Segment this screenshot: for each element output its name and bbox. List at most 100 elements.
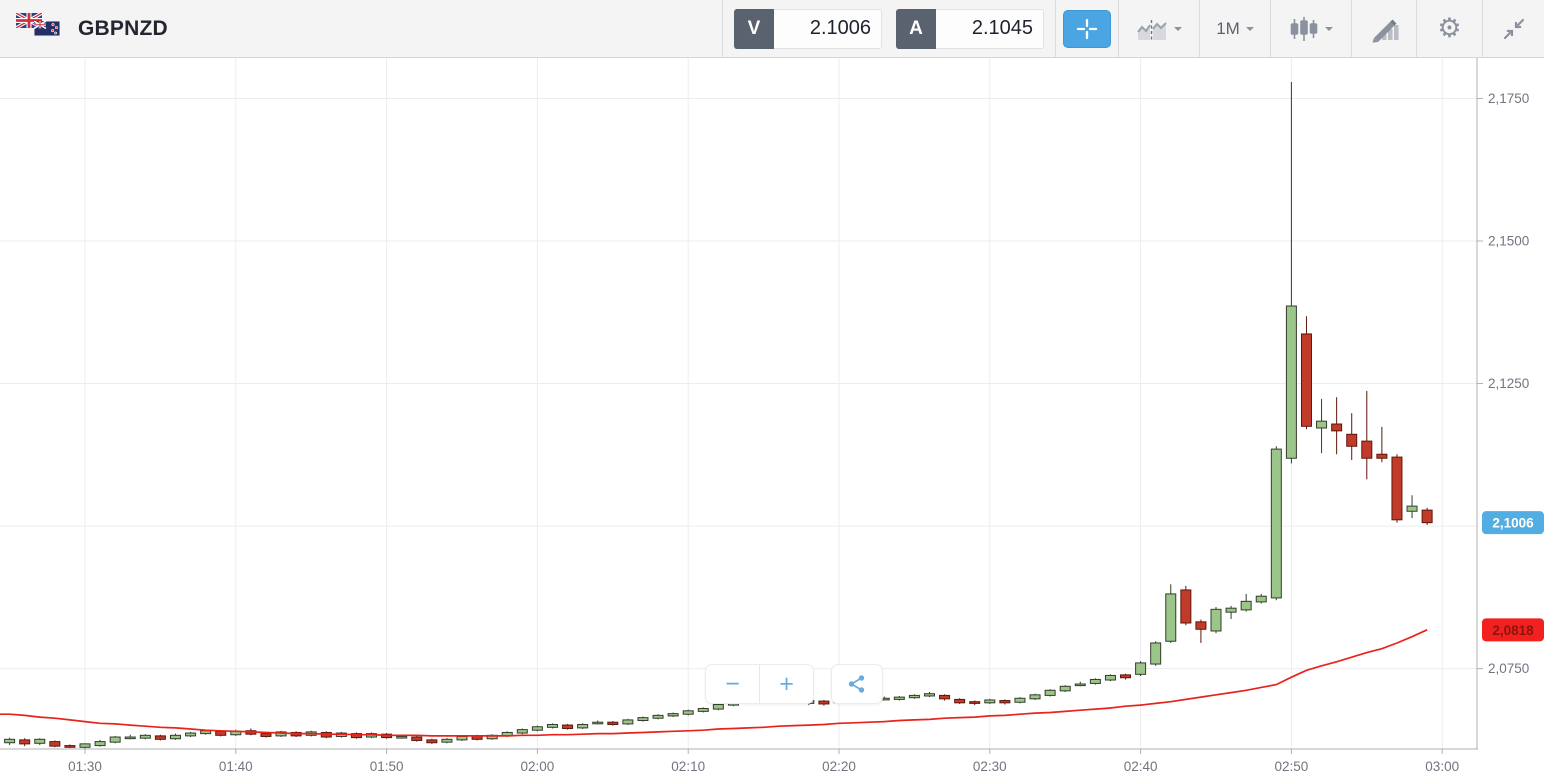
timeframe-label: 1M — [1216, 18, 1240, 38]
x-tick-label: 02:20 — [822, 759, 856, 774]
candle-body — [516, 729, 528, 734]
x-tick-label: 02:00 — [521, 759, 555, 774]
candle-body — [1225, 607, 1237, 613]
candle-body — [1376, 453, 1388, 459]
candle-body — [893, 696, 905, 700]
candle-body — [1421, 509, 1433, 524]
symbol-title: GBPNZD — [78, 16, 168, 40]
x-tick-label: 02:30 — [973, 759, 1007, 774]
zoom-in-button[interactable]: + — [760, 665, 813, 703]
candle-body — [411, 736, 423, 741]
gear-icon: ⚙ — [1437, 13, 1462, 43]
candle-body — [682, 710, 694, 715]
x-tick-label: 01:30 — [68, 759, 102, 774]
x-tick-label: 02:10 — [671, 759, 705, 774]
y-tick-label: 2,1500 — [1488, 234, 1529, 249]
candle-body — [1150, 642, 1162, 665]
sell-quote-button[interactable]: V 2.1006 — [734, 8, 882, 49]
collapse-button[interactable] — [1482, 0, 1544, 57]
y-tick-label: 2,1750 — [1488, 91, 1529, 106]
candle-body — [154, 735, 166, 740]
zoom-out-button[interactable]: − — [706, 665, 760, 703]
candle-body — [1165, 593, 1177, 642]
candle-body — [441, 738, 453, 743]
candle-body — [1044, 689, 1056, 696]
last-price-badge — [1482, 511, 1544, 535]
candle-body — [1240, 600, 1252, 611]
zoom-pill: − + — [705, 664, 814, 704]
candle-body — [79, 743, 91, 748]
pencil-bars-icon — [1372, 19, 1399, 43]
header-spacer — [168, 0, 722, 57]
nz-flag-icon — [34, 20, 60, 36]
candle-body — [350, 733, 362, 739]
candle-body — [64, 745, 76, 748]
dual-area-chart-icon — [1137, 19, 1167, 41]
candle-body — [34, 738, 46, 744]
candle-body — [531, 726, 543, 731]
ma-price-badge-label: 2,0818 — [1492, 623, 1534, 638]
candle-body — [1285, 305, 1297, 459]
crosshair-button[interactable] — [1063, 9, 1111, 48]
timeframe-button[interactable]: 1M — [1199, 0, 1270, 57]
chevron-down-icon — [1174, 26, 1182, 35]
crosshair-cell — [1055, 0, 1118, 57]
settings-button[interactable]: ⚙ — [1416, 0, 1482, 57]
candle-body — [396, 735, 408, 739]
x-tick-label: 02:50 — [1275, 759, 1309, 774]
candle-body — [637, 717, 649, 721]
moving-average-line — [0, 629, 1428, 737]
candle-body — [1300, 333, 1312, 427]
candle-body — [1089, 678, 1101, 684]
candle-body — [546, 723, 558, 728]
candle-body — [622, 719, 634, 725]
candle-body — [1120, 674, 1132, 679]
candle-body — [94, 741, 106, 747]
last-price-badge-label: 2,1006 — [1492, 516, 1534, 531]
candle-body — [169, 734, 181, 740]
candle-body — [1104, 674, 1116, 681]
candlestick-icon — [1290, 16, 1318, 41]
candle-body — [1316, 420, 1328, 429]
candle-body — [697, 708, 709, 712]
ma-price-badge — [1482, 618, 1544, 642]
y-tick-label: 2,1250 — [1488, 376, 1529, 391]
candle-body — [1180, 589, 1192, 624]
chart-style-button[interactable] — [1270, 0, 1351, 57]
candle-body — [923, 693, 935, 697]
candle-body — [1270, 448, 1282, 599]
candle-body — [577, 723, 589, 729]
candle-body — [712, 704, 724, 710]
candle-body — [1029, 694, 1041, 700]
candle-body — [4, 738, 16, 744]
sell-label: V — [734, 8, 774, 49]
candle-body — [215, 730, 227, 736]
candle-body — [1074, 683, 1086, 687]
chart-container[interactable]: 2,1750 2,1500 2,1250 2,0750 01:30 01:40 01:50 0… — [0, 58, 1544, 781]
share-button[interactable] — [831, 664, 883, 704]
buy-quote-button[interactable]: A 2.1045 — [896, 8, 1044, 49]
chart-header: GBPNZD V 2.1006 A 2.1045 — [0, 0, 1544, 58]
sell-price: 2.1006 — [774, 8, 882, 49]
collapse-arrows-icon — [1503, 18, 1524, 39]
candle-body — [456, 735, 468, 741]
candle-body — [954, 698, 966, 704]
candle-body — [124, 736, 136, 740]
candle-body — [592, 721, 604, 725]
buy-label: A — [896, 8, 936, 49]
candle-body — [1135, 662, 1147, 675]
instrument-block: GBPNZD — [0, 0, 168, 57]
candle-body — [49, 741, 61, 747]
x-tick-label: 03:00 — [1425, 759, 1459, 774]
crosshair-icon — [1076, 18, 1098, 39]
candle-body — [426, 739, 438, 744]
indicators-button[interactable] — [1351, 0, 1416, 57]
y-tick-label: 2,0750 — [1488, 661, 1529, 676]
chart-zoom-controls: − + — [705, 664, 883, 704]
instrument-flags — [16, 9, 68, 49]
candle-body — [818, 700, 830, 705]
candle-body — [908, 694, 920, 699]
candle-body — [1255, 595, 1267, 603]
chart-compare-button[interactable] — [1118, 0, 1199, 57]
candle-body — [260, 733, 272, 737]
